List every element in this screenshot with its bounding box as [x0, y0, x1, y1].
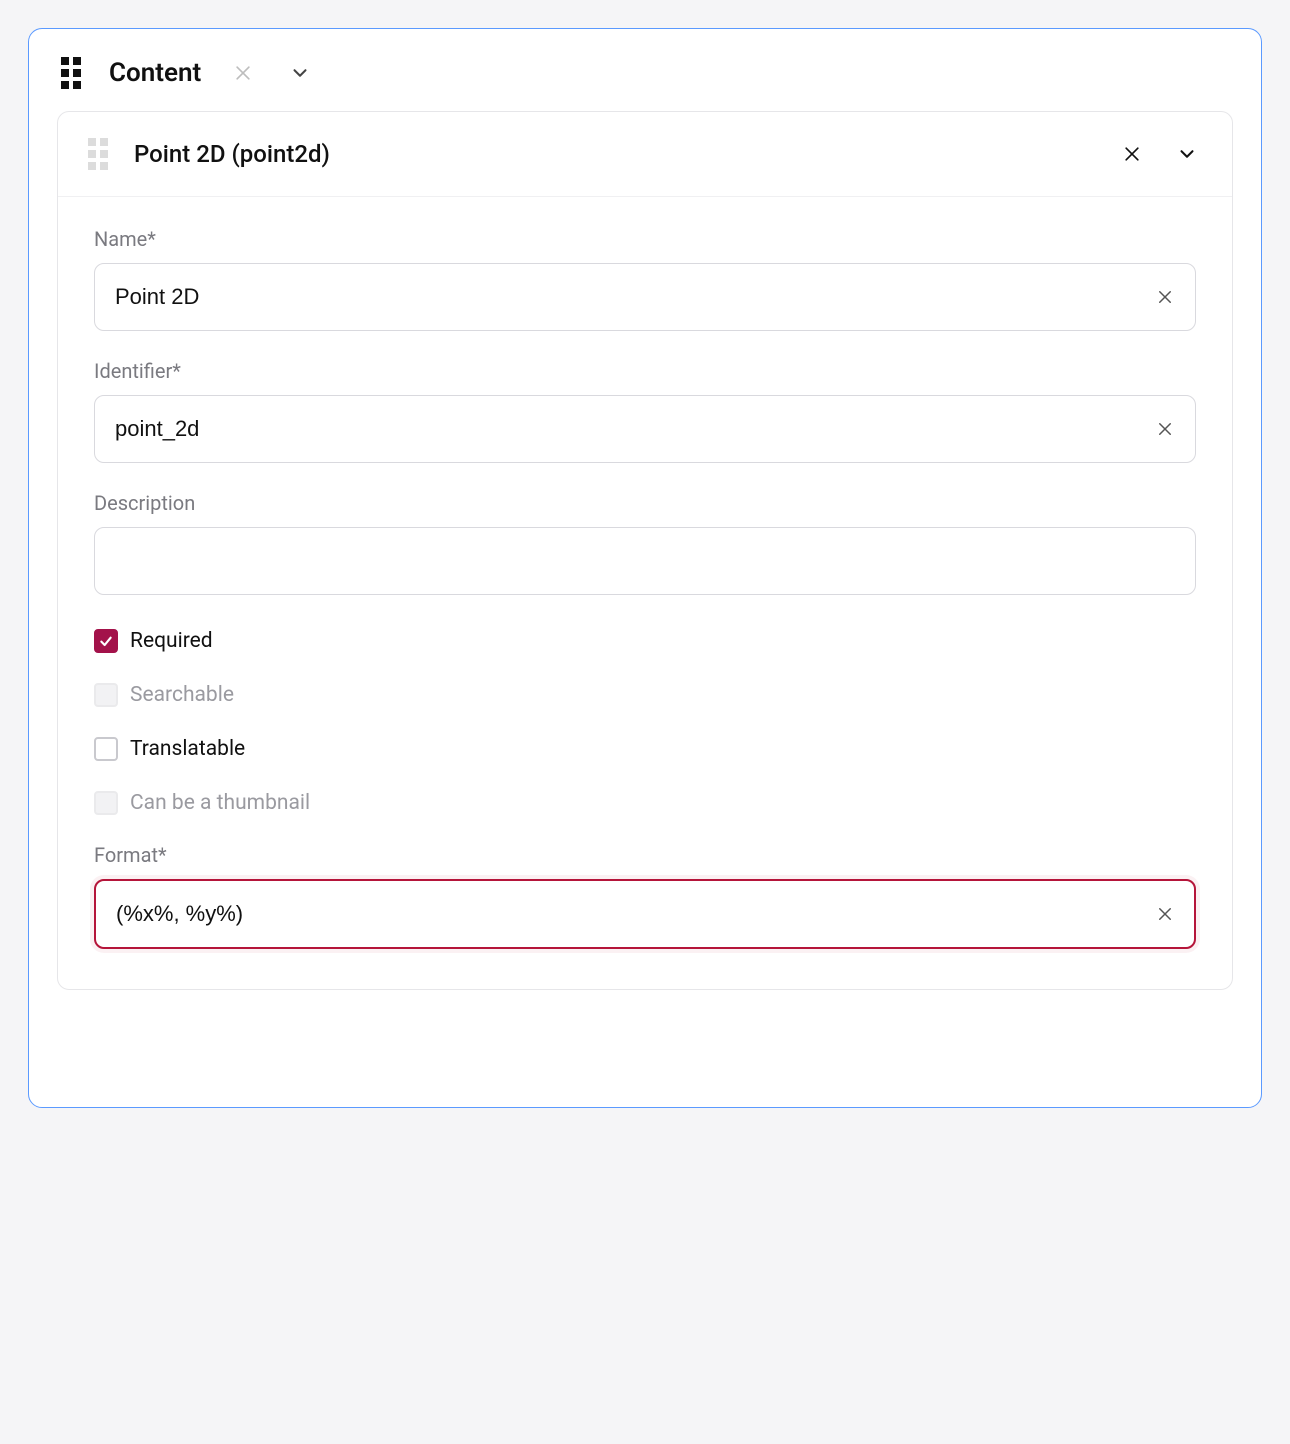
- chevron-down-icon[interactable]: [285, 58, 315, 88]
- identifier-label: Identifier*: [94, 359, 1196, 383]
- thumbnail-checkbox-label: Can be a thumbnail: [130, 791, 310, 815]
- format-field: Format*: [94, 843, 1196, 949]
- identifier-field: Identifier*: [94, 359, 1196, 463]
- drag-handle-icon[interactable]: [88, 138, 108, 170]
- required-checkbox[interactable]: [94, 629, 118, 653]
- description-input[interactable]: [94, 527, 1196, 595]
- searchable-checkbox: [94, 683, 118, 707]
- searchable-checkbox-label: Searchable: [130, 683, 234, 707]
- searchable-checkbox-row: Searchable: [94, 683, 1196, 707]
- translatable-checkbox[interactable]: [94, 737, 118, 761]
- thumbnail-checkbox: [94, 791, 118, 815]
- panel-header: Content: [57, 47, 1233, 111]
- thumbnail-checkbox-row: Can be a thumbnail: [94, 791, 1196, 815]
- translatable-checkbox-label: Translatable: [130, 737, 245, 761]
- field-definition-subpanel: Point 2D (point2d) Name* Identifier*: [57, 111, 1233, 990]
- close-icon[interactable]: [1118, 140, 1146, 168]
- content-panel: Content Point 2D (point2d) Name*: [28, 28, 1262, 1108]
- subpanel-title: Point 2D (point2d): [134, 140, 1092, 168]
- required-checkbox-row: Required: [94, 629, 1196, 653]
- checkbox-group: Required Searchable Translatable Can be …: [94, 629, 1196, 815]
- description-field: Description: [94, 491, 1196, 595]
- subpanel-header: Point 2D (point2d): [58, 112, 1232, 197]
- name-input[interactable]: [94, 263, 1196, 331]
- clear-icon[interactable]: [1152, 901, 1178, 927]
- format-input[interactable]: [94, 879, 1196, 949]
- drag-handle-icon[interactable]: [61, 57, 81, 89]
- panel-title: Content: [109, 58, 201, 88]
- subpanel-body: Name* Identifier* Descript: [58, 197, 1232, 989]
- identifier-input[interactable]: [94, 395, 1196, 463]
- format-label: Format*: [94, 843, 1196, 867]
- clear-icon[interactable]: [1152, 284, 1178, 310]
- close-icon[interactable]: [229, 59, 257, 87]
- name-field: Name*: [94, 227, 1196, 331]
- required-checkbox-label: Required: [130, 629, 213, 653]
- chevron-down-icon[interactable]: [1172, 139, 1202, 169]
- name-label: Name*: [94, 227, 1196, 251]
- translatable-checkbox-row: Translatable: [94, 737, 1196, 761]
- description-label: Description: [94, 491, 1196, 515]
- clear-icon[interactable]: [1152, 416, 1178, 442]
